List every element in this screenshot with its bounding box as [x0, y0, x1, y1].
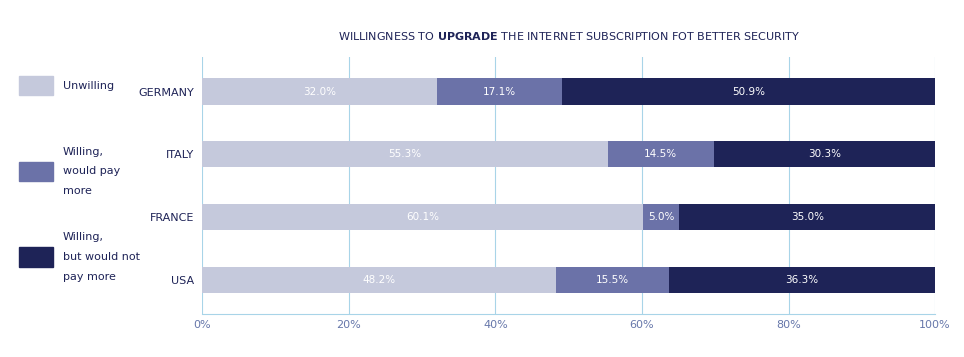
Text: more: more: [63, 186, 92, 196]
Bar: [202, 79, 437, 105]
Text: pay more: pay more: [63, 272, 116, 282]
Text: 35.0%: 35.0%: [791, 212, 824, 222]
Text: 55.3%: 55.3%: [388, 149, 421, 159]
Title: WILLINGNESS TO $\bf{UPGRADE}$ THE INTERNET SUBSCRIPTION FOT BETTER SECURITY: WILLINGNESS TO $\bf{UPGRADE}$ THE INTERN…: [337, 30, 800, 42]
Bar: [643, 204, 680, 230]
Bar: [669, 267, 935, 293]
Bar: [713, 141, 936, 167]
Text: 14.5%: 14.5%: [644, 149, 678, 159]
Bar: [437, 79, 562, 105]
Bar: [555, 267, 669, 293]
Bar: [202, 141, 607, 167]
Bar: [202, 267, 555, 293]
Text: 5.0%: 5.0%: [648, 212, 674, 222]
Text: but would not: but would not: [63, 252, 140, 262]
Text: Unwilling: Unwilling: [63, 81, 114, 91]
Text: would pay: would pay: [63, 166, 120, 176]
Text: 32.0%: 32.0%: [303, 87, 336, 97]
Text: 50.9%: 50.9%: [732, 87, 765, 97]
Bar: [562, 79, 935, 105]
Text: 60.1%: 60.1%: [406, 212, 439, 222]
Text: 48.2%: 48.2%: [362, 275, 395, 285]
Text: Willing,: Willing,: [63, 232, 104, 242]
Bar: [202, 204, 643, 230]
Bar: [680, 204, 936, 230]
Text: 36.3%: 36.3%: [786, 275, 818, 285]
Text: 17.1%: 17.1%: [483, 87, 516, 97]
Text: Willing,: Willing,: [63, 147, 104, 157]
Text: 30.3%: 30.3%: [809, 149, 842, 159]
Text: 15.5%: 15.5%: [596, 275, 629, 285]
Bar: [607, 141, 713, 167]
